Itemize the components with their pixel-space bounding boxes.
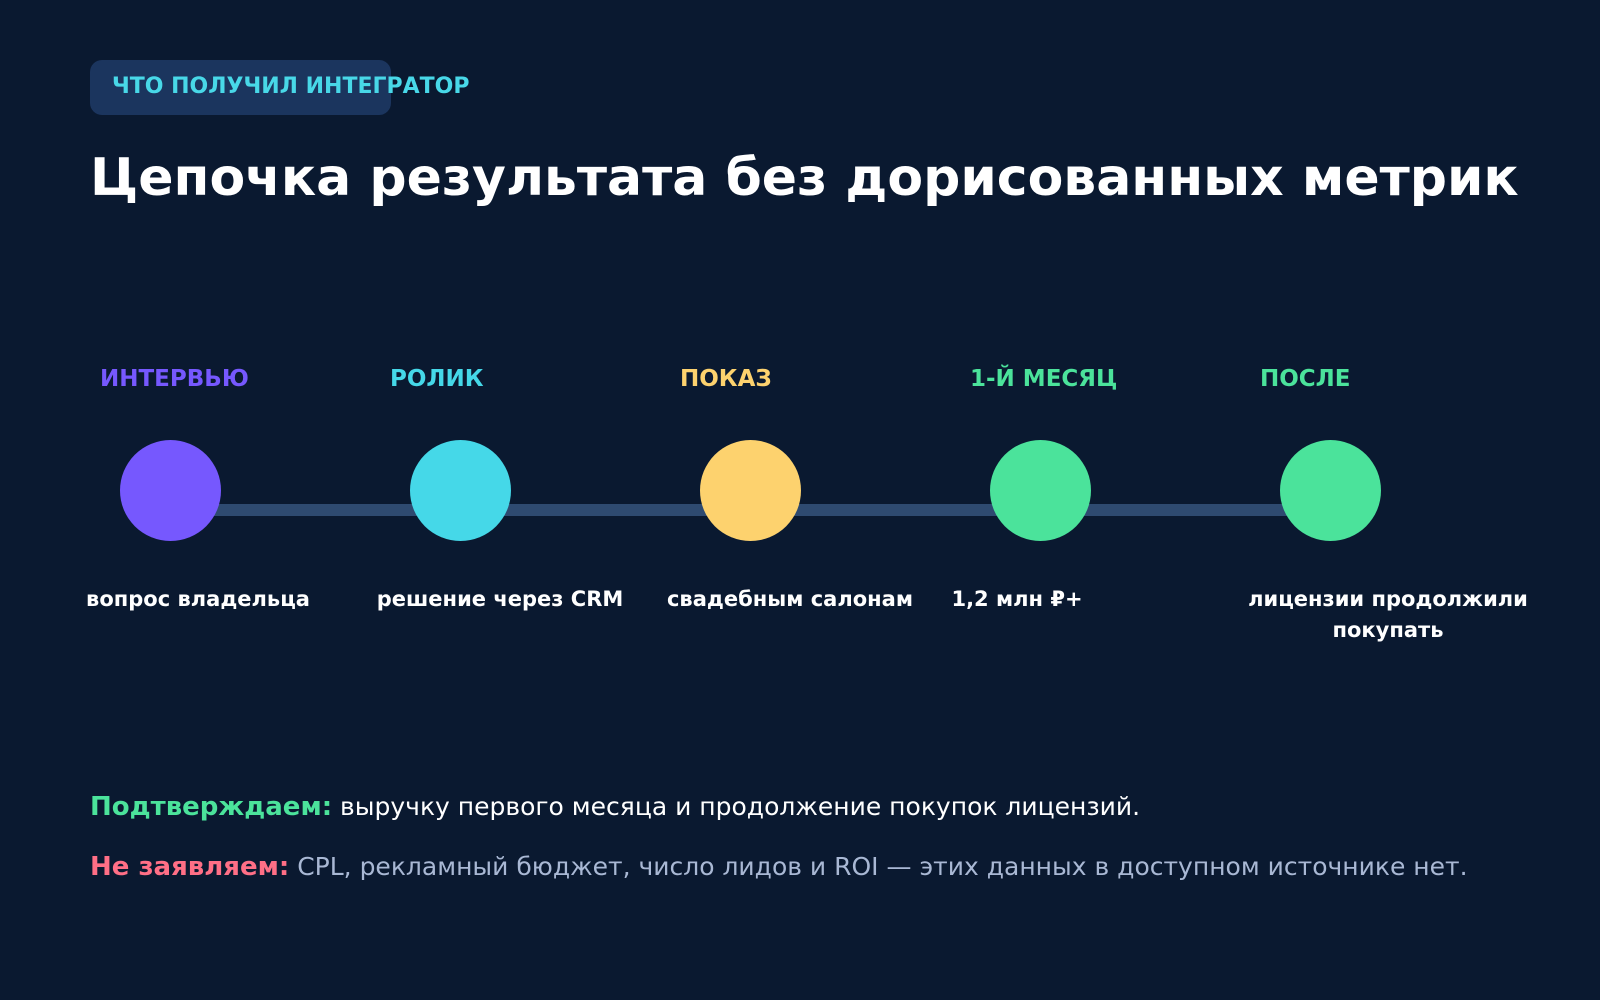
step-node-first-month	[990, 440, 1091, 541]
confirmed-note: Подтверждаем: выручку первого месяца и п…	[90, 789, 1140, 825]
step-node-interview	[120, 440, 221, 541]
confirmed-note-text: выручку первого месяца и продолжение пок…	[332, 792, 1141, 821]
page-title: Цепочка результата без дорисованных метр…	[90, 148, 1519, 208]
confirmed-note-label: Подтверждаем:	[90, 792, 333, 822]
not-claimed-note: Не заявляем: CPL, рекламный бюджет, числ…	[90, 849, 1468, 885]
step-desc-after: лицензии продолжили покупать	[1248, 587, 1528, 642]
not-claimed-note-label: Не заявляем:	[90, 852, 290, 882]
step-desc-interview: вопрос владельца	[86, 587, 310, 611]
step-desc-first-month: 1,2 млн ₽+	[951, 587, 1083, 611]
step-label-video: РОЛИК	[390, 366, 484, 392]
step-label-after: ПОСЛЕ	[1260, 366, 1351, 392]
section-badge: ЧТО ПОЛУЧИЛ ИНТЕГРАТОР	[90, 60, 469, 115]
step-label-interview: ИНТЕРВЬЮ	[100, 366, 249, 392]
step-desc-show: свадебным салонам	[666, 587, 914, 611]
step-label-first-month: 1-Й МЕСЯЦ	[970, 366, 1118, 392]
step-label-show: ПОКАЗ	[680, 366, 772, 392]
step-desc-video: решение через CRM	[376, 587, 624, 611]
step-node-show	[700, 440, 801, 541]
step-node-video	[410, 440, 511, 541]
step-node-after	[1280, 440, 1381, 541]
not-claimed-note-text: CPL, рекламный бюджет, число лидов и ROI…	[289, 852, 1468, 881]
